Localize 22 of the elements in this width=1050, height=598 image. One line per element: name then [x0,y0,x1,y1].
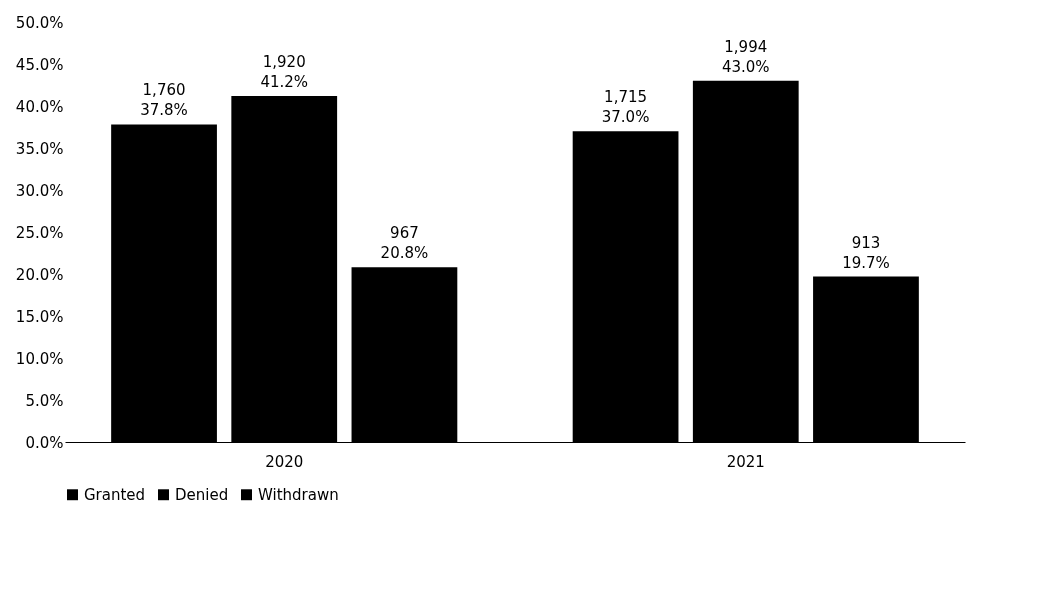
y-tick-label: 25.0% [15,223,64,242]
y-tick-label: 35.0% [15,139,64,158]
x-tick-label: 2020 [265,452,304,471]
y-tick-label: 20.0% [15,265,64,284]
data-label: 1,920 41.2% [260,52,309,91]
legend-label: Withdrawn [258,485,339,504]
legend-label: Granted [84,485,146,504]
y-tick-label: 5.0% [25,391,64,410]
y-tick-label: 50.0% [15,13,64,32]
data-label: 913 19.7% [842,233,890,272]
x-tick-label: 2021 [726,452,765,471]
y-tick-label: 0.0% [25,433,64,452]
data-label: 1,715 37.0% [601,88,650,127]
y-tick-label: 10.0% [15,349,64,368]
data-label: 1,994 43.0% [721,37,770,76]
y-tick-label: 40.0% [15,97,64,116]
data-label: 1,760 37.8% [140,81,188,120]
y-tick-label: 15.0% [15,307,64,326]
y-tick-label: 45.0% [15,55,64,74]
legend-label: Denied [175,485,229,504]
data-label: 967 20.8% [380,224,429,263]
y-tick-label: 30.0% [15,181,64,200]
